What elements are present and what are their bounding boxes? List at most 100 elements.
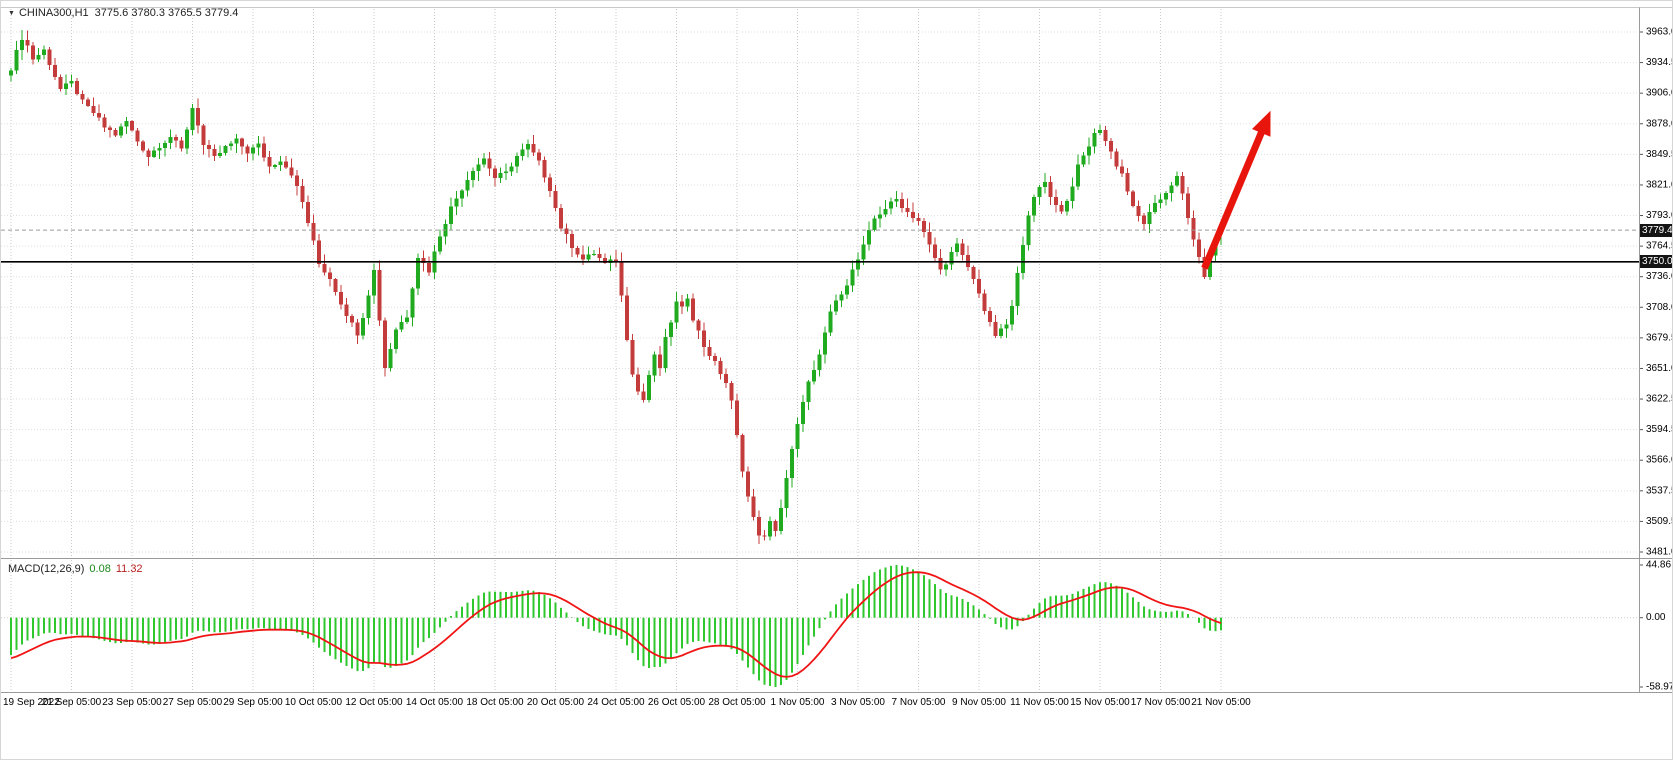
candle-body [707, 347, 712, 357]
time-axis-label: 10 Oct 05:00 [285, 697, 343, 708]
candle-body [1142, 215, 1146, 225]
panel-frame [1, 7, 1672, 693]
candle-body [878, 214, 882, 219]
candle-body [36, 54, 41, 60]
candle-body [339, 292, 343, 305]
candle-body [856, 259, 860, 270]
candle-body [1092, 132, 1097, 147]
candle-body [476, 164, 481, 172]
candle-body [795, 423, 800, 450]
candle-body [619, 261, 624, 296]
candle-body [806, 381, 811, 403]
candle-body [460, 190, 464, 199]
candle-body [916, 218, 921, 221]
candle-body [1015, 273, 1020, 307]
macd-tick-label: -58.97 [1646, 682, 1673, 693]
candle-body [1120, 166, 1124, 174]
candle-body [168, 137, 173, 143]
candle-body [179, 140, 184, 149]
candle-body [927, 232, 932, 245]
candle-body [889, 201, 893, 209]
price-tick-label: 3934.5 [1646, 57, 1673, 68]
candle-body [663, 336, 668, 369]
candle-body [58, 77, 63, 89]
candle-body [482, 158, 486, 165]
candle-body [564, 228, 569, 235]
candle-body [905, 208, 910, 213]
candle-body [273, 165, 277, 167]
candle-body [64, 83, 68, 89]
candle-body [421, 258, 426, 263]
candle-body [823, 332, 827, 355]
candle-body [1048, 182, 1053, 197]
candle-body [1109, 141, 1113, 152]
candle-body [531, 143, 536, 153]
candle-body [361, 318, 365, 336]
candle-body [322, 264, 327, 273]
trend-arrow-shaft[interactable] [1201, 128, 1266, 270]
candle-body [135, 130, 140, 142]
candle-body [289, 167, 294, 176]
candle-body [977, 278, 981, 294]
time-axis-label: 26 Oct 05:00 [648, 697, 706, 708]
candle-body [1164, 192, 1168, 200]
macd-signal-line [10, 571, 1222, 678]
price-tick-label: 3963.0 [1646, 27, 1673, 38]
candle-body [768, 521, 772, 537]
candle-body [520, 149, 525, 156]
time-axis-label: 21 Sep 05:00 [42, 697, 102, 708]
trend-arrow-annotation[interactable] [1201, 110, 1271, 270]
candle-body [658, 354, 662, 369]
candle-body [861, 244, 866, 260]
candle-body [933, 244, 937, 258]
time-axis-label: 20 Oct 05:00 [527, 697, 585, 708]
time-axis-label: 7 Nov 05:00 [892, 697, 946, 708]
symbol-dropdown-icon[interactable]: ▼ [8, 10, 15, 17]
candle-body [999, 328, 1003, 336]
candle-body [377, 269, 382, 321]
candle-body [383, 320, 387, 369]
time-axis-label: 21 Nov 05:00 [1191, 697, 1251, 708]
time-axis-label: 27 Sep 05:00 [163, 697, 223, 708]
candle-body [311, 222, 316, 241]
candle-body [212, 149, 217, 156]
price-tick-label: 3764.5 [1646, 241, 1673, 252]
candle-body [850, 269, 855, 286]
candle-body [570, 234, 574, 248]
candle-body [812, 370, 816, 382]
candle-body [949, 252, 954, 265]
candle-body [1070, 186, 1075, 201]
candle-body [1076, 164, 1080, 187]
candle-body [207, 144, 211, 150]
candle-body [1098, 129, 1102, 133]
candle-body [757, 516, 761, 536]
candle-body [416, 258, 420, 289]
candle-body [1037, 187, 1042, 197]
candle-body [91, 105, 96, 114]
candle-body [636, 374, 640, 392]
candle-body [146, 150, 151, 157]
candle-body [1004, 324, 1009, 329]
price-tick-label: 3537.5 [1646, 485, 1673, 496]
price-level-lines [1, 229, 1639, 263]
candle-body [86, 99, 90, 106]
candle-body [685, 298, 690, 307]
candle-body [955, 243, 959, 252]
candle-body [691, 298, 695, 321]
candle-body [218, 153, 222, 156]
candle-body [1010, 306, 1014, 325]
candle-body [240, 138, 244, 147]
trend-arrow-head[interactable] [1252, 110, 1271, 137]
candle-body [306, 202, 310, 223]
candle-body [438, 236, 442, 252]
candle-body [960, 243, 965, 255]
candle-body [515, 155, 519, 167]
candle-body [504, 171, 508, 174]
price-tick-label: 3679.5 [1646, 332, 1673, 343]
price-tick-label: 3509.5 [1646, 516, 1673, 527]
candle-body [256, 143, 261, 148]
candle-body [405, 317, 409, 323]
candle-body [614, 259, 618, 262]
candlestick-series [9, 30, 1223, 545]
